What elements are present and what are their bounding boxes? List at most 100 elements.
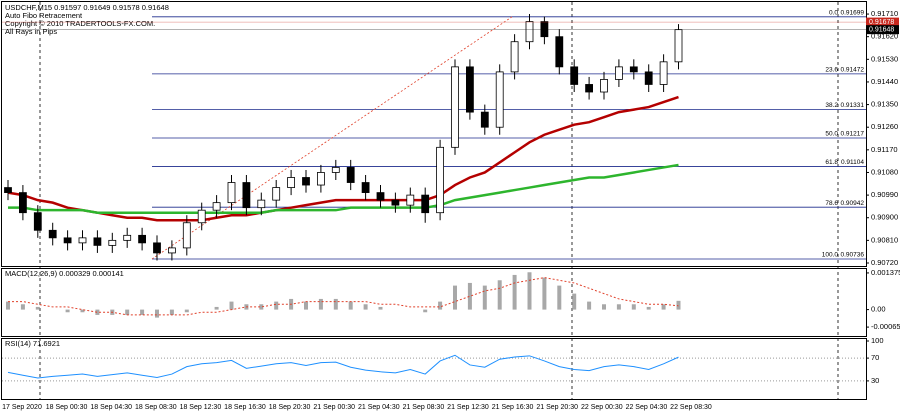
x-tick-label: 22 Sep 04:30	[626, 404, 668, 411]
candle-body	[138, 234, 147, 244]
macd-panel	[1, 268, 867, 337]
fibo-price: 0.91104	[841, 159, 864, 166]
candle-body	[257, 199, 266, 209]
price-marker	[866, 17, 899, 27]
candle-body	[287, 177, 296, 188]
price-marker-label: 0.91648	[869, 26, 894, 33]
candle-body	[227, 182, 236, 204]
candle-body	[615, 66, 623, 80]
macd-signal	[8, 277, 679, 316]
fibo-ratio: 61.8	[825, 159, 838, 166]
candle-body	[316, 172, 325, 186]
price-marker	[866, 25, 899, 35]
x-tick-label: 18 Sep 12:30	[180, 404, 222, 411]
fibo-price: 0.91699	[841, 10, 865, 17]
x-tick-label: 22 Sep 08:30	[670, 404, 712, 411]
candle-body	[123, 234, 132, 241]
x-tick-label: 18 Sep 04:30	[90, 404, 132, 411]
candle-body	[674, 29, 683, 63]
candle-body	[63, 237, 72, 244]
x-tick-label: 18 Sep 08:30	[135, 404, 177, 411]
y-tick-label: 0.91440	[871, 77, 898, 86]
y-tick-label: 0.90810	[871, 235, 898, 244]
fibo-ratio: 38.2	[825, 102, 838, 109]
fibo-price: 0.90942	[841, 200, 865, 207]
candle-body	[108, 239, 117, 246]
candle-body	[93, 237, 102, 246]
y-tick-label: 0.90990	[871, 190, 898, 199]
y-tick-label: -0.000656	[871, 322, 900, 331]
candle-body	[525, 21, 534, 43]
fibo-ratio: 23.6	[825, 67, 838, 74]
fibo-price: 0.91472	[841, 67, 865, 74]
fibo-price: 0.90736	[841, 252, 865, 259]
candle-body	[659, 61, 668, 85]
candle-body	[18, 192, 27, 214]
macd-title: MACD(12,26,9) 0.000329 0.000141	[5, 269, 124, 278]
y-tick-label: 0.91710	[871, 9, 898, 18]
fibo-ratio: 78.6	[825, 200, 838, 207]
x-tick-label: 21 Sep 00:30	[313, 404, 355, 411]
x-tick-label: 21 Sep 16:30	[492, 404, 534, 411]
candle-body	[376, 192, 385, 201]
chart-title: USDCHF,M15 0.91597 0.91649 0.91578 0.916…	[5, 3, 169, 12]
y-tick-label: 0.91530	[871, 54, 898, 63]
y-tick-label: 0.91170	[871, 145, 898, 154]
candle-body	[212, 202, 221, 211]
x-tick-label: 18 Sep 00:30	[46, 404, 88, 411]
fibo-price: 0.91217	[841, 131, 865, 138]
y-tick-label: 0.91080	[871, 167, 898, 176]
candle-body	[4, 187, 12, 193]
candle-body	[465, 66, 474, 113]
moving-average	[7, 95, 679, 222]
x-tick-label: 21 Sep 20:30	[536, 404, 578, 411]
candle-body	[33, 212, 42, 231]
candle-body	[540, 21, 549, 38]
x-tick-label: 18 Sep 20:30	[269, 404, 311, 411]
candle-body	[510, 41, 519, 73]
y-tick-label: 0.91350	[871, 100, 898, 109]
candle-body	[495, 71, 504, 128]
candle-body	[436, 146, 445, 214]
candle-body	[585, 84, 593, 93]
rsi-panel	[1, 338, 867, 400]
price-marker-label: 0.91678	[869, 19, 894, 26]
y-tick-label: 70	[871, 353, 879, 362]
y-tick-label: 0.90720	[871, 258, 898, 267]
y-tick-label: 0.00	[871, 305, 886, 314]
price-panel	[1, 1, 867, 267]
candle-body	[346, 167, 355, 183]
y-tick-label: 0.001375	[871, 268, 900, 277]
candle-body	[167, 247, 176, 254]
annotation: Copyright © 2010 TRADERTOOLS-FX.COM.	[5, 19, 155, 28]
moving-average	[8, 163, 679, 214]
annotation: All Rays in Pips	[5, 27, 57, 36]
x-tick-label: 18 Sep 16:30	[224, 404, 266, 411]
x-tick-label: 21 Sep 12:30	[447, 404, 489, 411]
candle-body	[570, 66, 579, 85]
y-tick-label: 100	[871, 336, 884, 345]
candle-body	[272, 187, 281, 201]
candle-body	[406, 194, 415, 206]
annotation: Auto Fibo Retracement	[5, 11, 83, 20]
candle-body	[421, 194, 430, 214]
candle-body	[78, 237, 87, 244]
candle-body	[555, 36, 564, 68]
x-tick-label: 21 Sep 08:30	[403, 404, 445, 411]
candle-body	[182, 222, 191, 249]
candle-body	[302, 177, 310, 186]
fibo-price: 0.91331	[841, 102, 865, 109]
x-tick-label: 21 Sep 04:30	[358, 404, 400, 411]
candle-body	[480, 111, 489, 128]
candle-body	[600, 79, 608, 93]
candle-body	[451, 66, 459, 148]
candle-body	[629, 66, 638, 73]
y-tick-label: 0.90900	[871, 213, 898, 222]
candle-body	[197, 209, 206, 224]
fibo-ratio: 0.0	[829, 10, 838, 17]
y-tick-label: 0.91260	[871, 122, 898, 131]
candle-body	[644, 71, 653, 85]
rsi-title: RSI(14) 71.6921	[5, 339, 60, 348]
x-tick-label: 17 Sep 2020	[2, 404, 42, 411]
